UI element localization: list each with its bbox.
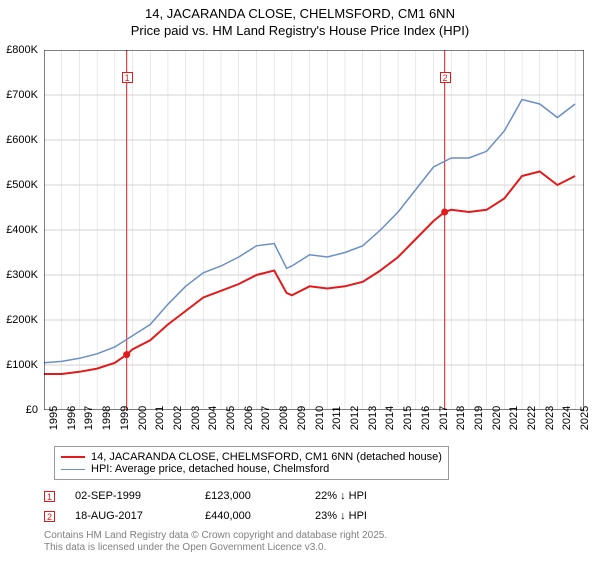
sales-row: 1 02-SEP-1999£123,00022% ↓ HPI — [44, 486, 367, 506]
x-tick-label: 2004 — [207, 406, 219, 430]
x-tick-label: 2018 — [455, 406, 467, 430]
x-tick-label: 1998 — [101, 406, 113, 430]
x-tick-label: 2014 — [384, 406, 396, 430]
attribution-line-2: This data is licensed under the Open Gov… — [44, 542, 387, 554]
x-tick-label: 2024 — [561, 406, 573, 430]
sales-delta: 22% ↓ HPI — [315, 490, 367, 502]
x-tick-label: 2000 — [137, 406, 149, 430]
x-tick-label: 2015 — [402, 406, 414, 430]
x-tick-label: 2023 — [544, 406, 556, 430]
y-tick-label: £400K — [6, 224, 38, 236]
legend-label: 14, JACARANDA CLOSE, CHELMSFORD, CM1 6NN… — [91, 451, 442, 463]
x-tick-label: 2009 — [296, 406, 308, 430]
legend: 14, JACARANDA CLOSE, CHELMSFORD, CM1 6NN… — [54, 446, 449, 480]
legend-swatch — [61, 456, 85, 458]
title-line-2: Price paid vs. HM Land Registry's House … — [0, 23, 600, 40]
y-tick-label: £200K — [6, 314, 38, 326]
chart-area: 12 £0£100K£200K£300K£400K£500K£600K£700K… — [44, 50, 584, 410]
x-tick-label: 2021 — [508, 406, 520, 430]
x-tick-label: 2005 — [225, 406, 237, 430]
legend-item: 14, JACARANDA CLOSE, CHELMSFORD, CM1 6NN… — [61, 451, 442, 463]
legend-label: HPI: Average price, detached house, Chel… — [91, 463, 329, 475]
y-tick-label: £700K — [6, 89, 38, 101]
attribution-line-1: Contains HM Land Registry data © Crown c… — [44, 530, 387, 542]
x-tick-label: 2022 — [526, 406, 538, 430]
legend-swatch — [61, 469, 85, 470]
y-tick-label: £600K — [6, 134, 38, 146]
sales-row: 2 18-AUG-2017£440,00023% ↓ HPI — [44, 506, 367, 526]
x-tick-label: 2008 — [278, 406, 290, 430]
y-tick-label: £100K — [6, 359, 38, 371]
x-tick-label: 2017 — [438, 406, 450, 430]
y-tick-label: £300K — [6, 269, 38, 281]
chart-container: 14, JACARANDA CLOSE, CHELMSFORD, CM1 6NN… — [0, 6, 600, 566]
x-tick-label: 2003 — [190, 406, 202, 430]
sale-marker-2: 2 — [440, 72, 451, 83]
x-tick-label: 2025 — [579, 406, 591, 430]
sales-price: £440,000 — [205, 510, 315, 522]
x-tick-label: 2007 — [260, 406, 272, 430]
sales-price: £123,000 — [205, 490, 315, 502]
chart-svg — [44, 50, 584, 410]
y-tick-label: £0 — [26, 404, 38, 416]
x-tick-label: 2006 — [243, 406, 255, 430]
sales-date: 18-AUG-2017 — [75, 510, 205, 522]
x-tick-label: 2016 — [420, 406, 432, 430]
sales-table: 1 02-SEP-1999£123,00022% ↓ HPI 2 18-AUG-201… — [44, 486, 367, 526]
x-tick-label: 2002 — [172, 406, 184, 430]
x-tick-label: 2020 — [491, 406, 503, 430]
attribution: Contains HM Land Registry data © Crown c… — [44, 530, 387, 554]
sale-marker-1: 1 — [122, 72, 133, 83]
y-tick-label: £800K — [6, 44, 38, 56]
sales-marker: 2 — [44, 511, 55, 522]
x-tick-label: 2010 — [314, 406, 326, 430]
x-tick-label: 1996 — [66, 406, 78, 430]
x-tick-label: 2001 — [154, 406, 166, 430]
sales-date: 02-SEP-1999 — [75, 490, 205, 502]
x-tick-label: 2012 — [349, 406, 361, 430]
sales-marker: 1 — [44, 491, 55, 502]
title-line-1: 14, JACARANDA CLOSE, CHELMSFORD, CM1 6NN — [0, 6, 600, 23]
y-tick-label: £500K — [6, 179, 38, 191]
legend-item: HPI: Average price, detached house, Chel… — [61, 463, 442, 475]
x-tick-label: 1995 — [48, 406, 60, 430]
sales-delta: 23% ↓ HPI — [315, 510, 367, 522]
x-tick-label: 2011 — [331, 406, 343, 430]
x-tick-label: 1999 — [119, 406, 131, 430]
x-tick-label: 1997 — [83, 406, 95, 430]
x-tick-label: 2013 — [367, 406, 379, 430]
x-tick-label: 2019 — [473, 406, 485, 430]
chart-title: 14, JACARANDA CLOSE, CHELMSFORD, CM1 6NN… — [0, 6, 600, 40]
